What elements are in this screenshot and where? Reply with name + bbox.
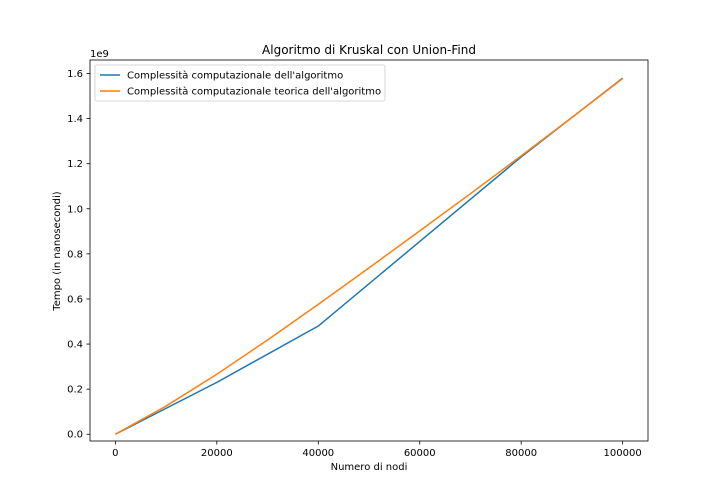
x-tick-label: 80000 bbox=[505, 448, 537, 459]
y-offset-label: 1e9 bbox=[90, 49, 109, 60]
legend-label: Complessità computazionale teorica dell'… bbox=[127, 86, 381, 98]
x-tick-label: 100000 bbox=[604, 448, 642, 459]
x-tick-label: 20000 bbox=[201, 448, 233, 459]
x-tick-label: 0 bbox=[112, 448, 118, 459]
x-tick-label: 40000 bbox=[302, 448, 334, 459]
y-tick-label: 1.4 bbox=[67, 114, 83, 125]
y-tick-label: 1.0 bbox=[67, 204, 83, 215]
axes-frame bbox=[90, 60, 648, 441]
plot-area: 0 20000 40000 60000 80000 100000 0.0 0.2 0.4 0.6 0… bbox=[67, 60, 648, 459]
series-line-2 bbox=[115, 78, 622, 434]
y-tick-label: 0.0 bbox=[67, 430, 83, 441]
y-tick-label: 0.6 bbox=[67, 294, 83, 305]
y-tick-label: 0.8 bbox=[67, 249, 83, 260]
chart-title: Algoritmo di Kruskal con Union-Find bbox=[262, 43, 476, 57]
legend-label: Complessità computazionale dell'algoritm… bbox=[127, 70, 343, 82]
y-axis-label: Tempo (in nanosecondi) bbox=[52, 191, 63, 312]
y-tick-label: 0.2 bbox=[67, 385, 83, 396]
x-tick-label: 60000 bbox=[404, 448, 436, 459]
y-tick-label: 1.2 bbox=[67, 159, 83, 170]
series-line-1 bbox=[115, 78, 622, 434]
x-axis-label: Numero di nodi bbox=[331, 462, 408, 473]
y-tick-label: 0.4 bbox=[67, 340, 83, 351]
y-tick-label: 1.6 bbox=[67, 69, 83, 80]
